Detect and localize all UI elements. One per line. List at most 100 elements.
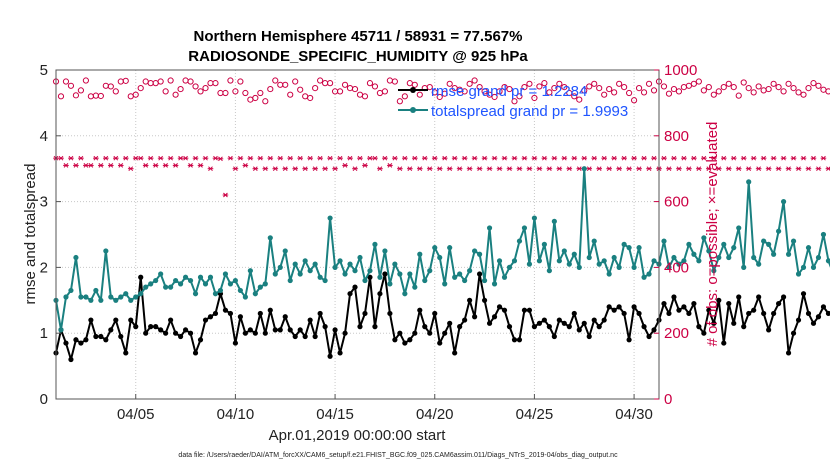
evaluated-obs-point	[402, 155, 408, 161]
possible-obs-point	[625, 89, 633, 97]
series-point-rmse	[616, 304, 622, 310]
evaluated-obs-point	[686, 166, 692, 172]
series-point-rmse	[721, 340, 727, 346]
possible-obs-point	[551, 84, 558, 92]
evaluated-obs-point	[332, 166, 338, 172]
series-point-rmse	[297, 327, 303, 333]
series-point-totalspread	[182, 274, 189, 280]
series-point-totalspread	[795, 271, 802, 277]
possible-obs-point	[670, 85, 678, 93]
series-point-rmse	[272, 327, 278, 333]
evaluated-obs-stroke	[93, 155, 99, 161]
evaluated-obs-stroke	[751, 155, 757, 161]
possible-obs-point	[461, 88, 468, 95]
series-point-rmse	[367, 274, 373, 280]
evaluated-obs-stroke	[248, 155, 253, 161]
series-point-totalspread	[342, 271, 348, 277]
series-point-rmse	[576, 327, 582, 333]
y-tick-label: 3	[40, 194, 48, 211]
series-point-rmse	[676, 307, 682, 313]
evaluated-obs-stroke	[267, 155, 273, 161]
possible-obs-point	[317, 77, 324, 84]
evaluated-obs-point	[676, 166, 682, 172]
evaluated-obs-stroke	[447, 166, 453, 172]
evaluated-obs-point	[790, 155, 797, 161]
evaluated-obs-stroke	[292, 166, 298, 172]
possible-obs-point	[336, 88, 344, 95]
evaluated-obs-stroke	[452, 155, 458, 161]
evaluated-obs-point	[740, 155, 747, 161]
evaluated-obs-stroke	[377, 166, 383, 172]
series-point-totalspread	[546, 268, 552, 274]
x-tick-label: 04/25	[516, 406, 554, 423]
evaluated-obs-point	[352, 166, 358, 172]
series-point-rmse	[337, 350, 343, 356]
possible-obs-point	[665, 90, 673, 97]
evaluated-obs-point	[436, 166, 443, 172]
possible-obs-point	[232, 88, 239, 95]
possible-obs-point	[785, 80, 792, 87]
evaluated-obs-point	[68, 155, 74, 161]
evaluated-obs-point	[247, 155, 254, 161]
possible-obs-point	[740, 79, 747, 86]
series-point-totalspread	[686, 241, 692, 247]
evaluated-obs-stroke	[108, 163, 114, 168]
evaluated-obs-point	[287, 155, 294, 161]
evaluated-obs-stroke	[302, 166, 308, 172]
x-tick-label: 04/15	[316, 406, 354, 423]
possible-obs-point	[820, 86, 827, 93]
evaluated-obs-point	[177, 155, 184, 161]
possible-obs-point	[735, 92, 742, 99]
evaluated-obs-point	[820, 155, 827, 161]
evaluated-obs-point	[765, 166, 772, 172]
possible-obs-point	[312, 84, 319, 92]
evaluated-obs-point	[327, 155, 333, 161]
series-point-rmse	[611, 307, 617, 313]
series-point-totalspread	[262, 281, 268, 287]
possible-obs-point	[267, 85, 274, 93]
evaluated-obs-stroke	[138, 155, 144, 161]
evaluated-obs-point	[481, 155, 488, 161]
series-point-rmse	[68, 356, 74, 363]
series-point-totalspread	[312, 261, 318, 267]
y-tick-label: 2	[40, 259, 48, 276]
evaluated-obs-point	[421, 155, 428, 161]
series-point-totalspread	[437, 254, 443, 261]
series-point-totalspread	[761, 238, 767, 244]
evaluated-obs-stroke	[661, 155, 667, 161]
series-point-totalspread	[242, 294, 248, 300]
series-point-totalspread	[317, 274, 323, 280]
series-point-rmse	[581, 320, 587, 326]
evaluated-obs-point	[441, 155, 448, 161]
evaluated-obs-point	[416, 166, 423, 172]
evaluated-obs-stroke	[143, 163, 149, 168]
evaluated-obs-point	[461, 155, 468, 161]
evaluated-obs-point	[63, 163, 69, 168]
evaluated-obs-point	[661, 155, 667, 161]
series-point-totalspread	[422, 277, 428, 284]
possible-obs-point	[237, 78, 244, 85]
evaluated-obs-point	[681, 155, 687, 161]
series-point-totalspread	[427, 268, 433, 274]
series-point-totalspread	[103, 248, 109, 254]
evaluated-obs-stroke	[611, 155, 617, 161]
possible-obs-point	[82, 77, 90, 84]
y-tick-label-right: 800	[664, 128, 689, 145]
series-point-rmse	[277, 327, 283, 333]
series-point-rmse	[621, 310, 627, 317]
evaluated-obs-stroke	[741, 155, 747, 161]
series-point-rmse	[342, 330, 348, 336]
evaluated-obs-point	[496, 166, 503, 172]
series-point-totalspread	[785, 251, 792, 257]
evaluated-obs-stroke	[566, 166, 572, 172]
x-tick-label: 04/10	[217, 406, 255, 423]
series-point-totalspread	[83, 294, 89, 300]
series-point-rmse	[392, 337, 398, 343]
series-point-totalspread	[646, 271, 652, 277]
series-point-rmse	[805, 310, 812, 317]
series-point-totalspread	[197, 274, 204, 280]
series-point-rmse	[696, 324, 702, 330]
series-point-rmse	[417, 307, 423, 313]
series-point-totalspread	[496, 258, 503, 264]
evaluated-obs-point	[651, 155, 657, 161]
